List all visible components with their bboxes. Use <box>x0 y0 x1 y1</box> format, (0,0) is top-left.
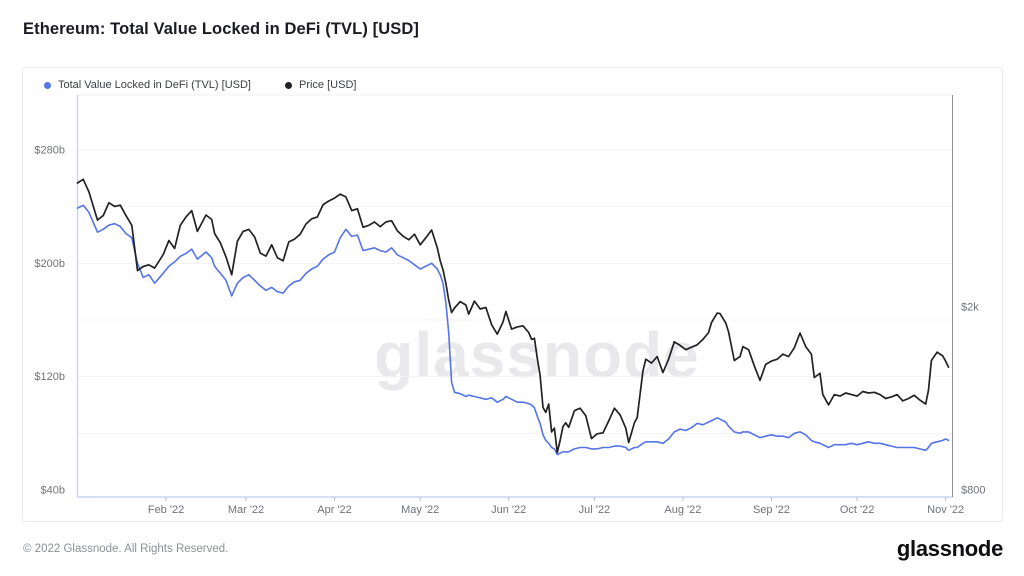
price-legend-dot-icon <box>284 81 292 89</box>
legend-item-price[interactable]: Price [USD] <box>284 79 357 91</box>
glassnode-logo: glassnode <box>896 536 1003 561</box>
legend-label-tvl: Total Value Locked in DeFi (TVL) [USD] <box>58 79 251 91</box>
legend-item-tvl[interactable]: Total Value Locked in DeFi (TVL) [USD] <box>44 79 251 91</box>
page-title: Ethereum: Total Value Locked in DeFi (TV… <box>23 20 419 38</box>
tvl-legend-dot-icon <box>44 81 51 89</box>
glassnode-watermark: glassnode <box>374 319 700 391</box>
legend-label-price: Price [USD] <box>298 79 357 91</box>
chart-legend: Total Value Locked in DeFi (TVL) [USD] P… <box>44 78 356 92</box>
chart-card: glassnode <box>22 67 1003 522</box>
copyright-text: © 2022 Glassnode. All Rights Reserved. <box>23 543 229 555</box>
